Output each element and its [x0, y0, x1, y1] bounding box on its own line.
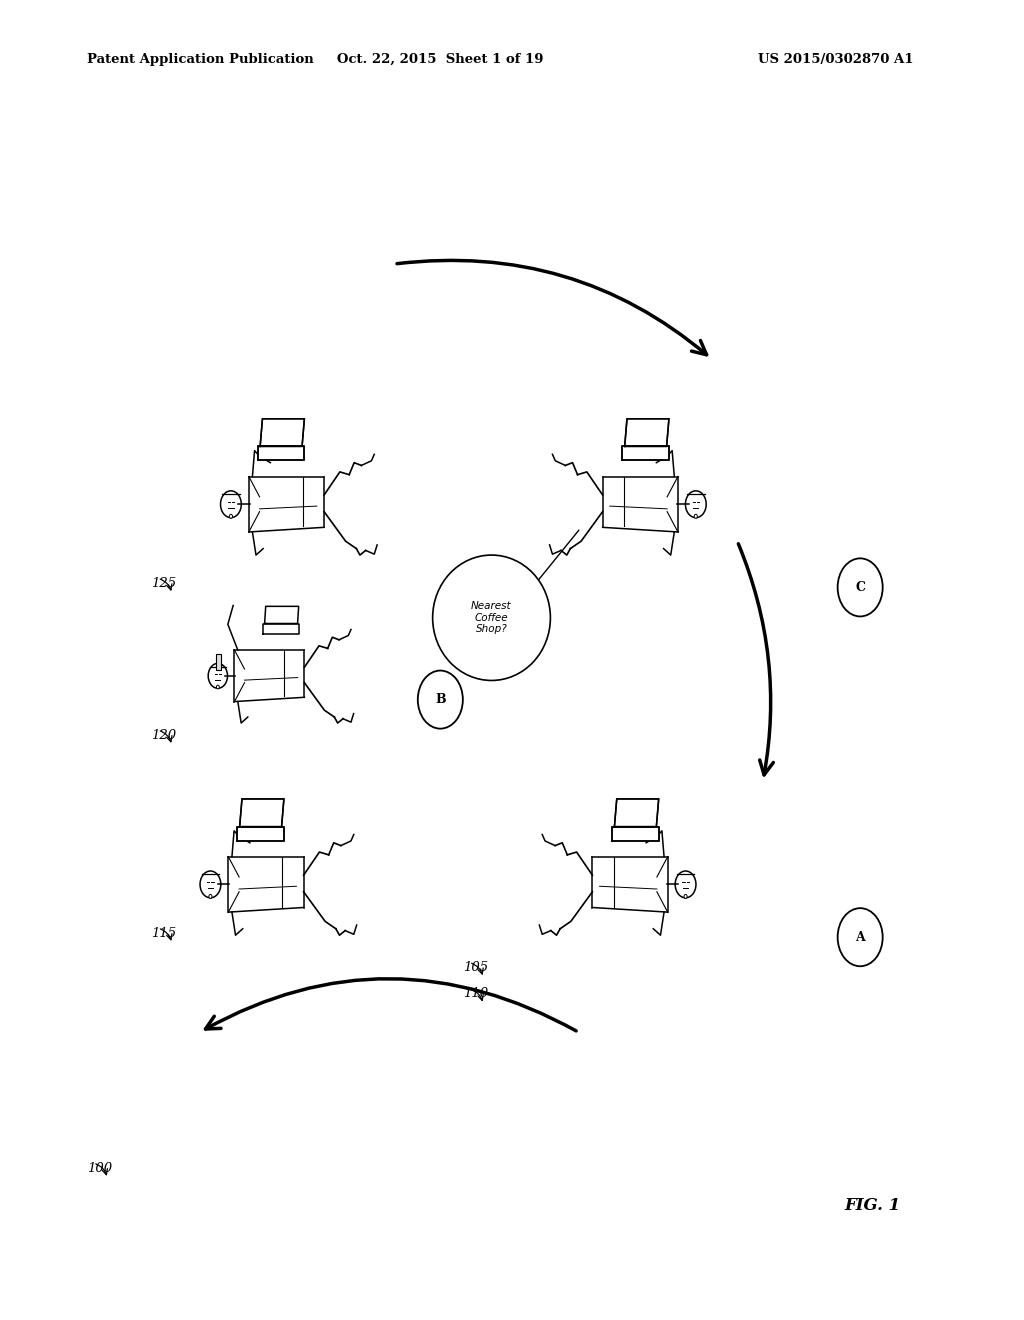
Polygon shape — [614, 799, 658, 826]
Text: 105: 105 — [463, 961, 488, 974]
Circle shape — [229, 515, 232, 519]
Text: B: B — [435, 693, 445, 706]
Polygon shape — [623, 446, 669, 461]
Polygon shape — [238, 826, 284, 841]
Polygon shape — [612, 826, 658, 841]
Circle shape — [209, 895, 212, 899]
Text: 100: 100 — [87, 1162, 113, 1175]
Text: Oct. 22, 2015  Sheet 1 of 19: Oct. 22, 2015 Sheet 1 of 19 — [337, 53, 544, 66]
Text: Nearest
Coffee
Shop?: Nearest Coffee Shop? — [471, 601, 512, 635]
Circle shape — [684, 895, 687, 899]
Circle shape — [694, 515, 697, 519]
Text: 125: 125 — [152, 577, 177, 590]
Polygon shape — [260, 418, 304, 446]
Ellipse shape — [432, 554, 551, 681]
Circle shape — [208, 664, 227, 688]
Circle shape — [220, 491, 242, 517]
Text: Patent Application Publication: Patent Application Publication — [87, 53, 313, 66]
Text: 110: 110 — [463, 987, 488, 1001]
Polygon shape — [625, 418, 669, 446]
Bar — [216, 655, 221, 669]
Text: 120: 120 — [152, 729, 177, 742]
Text: FIG. 1: FIG. 1 — [845, 1197, 901, 1214]
Text: 115: 115 — [152, 927, 177, 940]
Circle shape — [200, 871, 221, 898]
Polygon shape — [240, 799, 284, 826]
Circle shape — [675, 871, 696, 898]
Circle shape — [685, 491, 707, 517]
Text: US 2015/0302870 A1: US 2015/0302870 A1 — [758, 53, 913, 66]
Text: C: C — [855, 581, 865, 594]
Text: A: A — [855, 931, 865, 944]
Polygon shape — [258, 446, 304, 461]
Circle shape — [216, 685, 219, 689]
